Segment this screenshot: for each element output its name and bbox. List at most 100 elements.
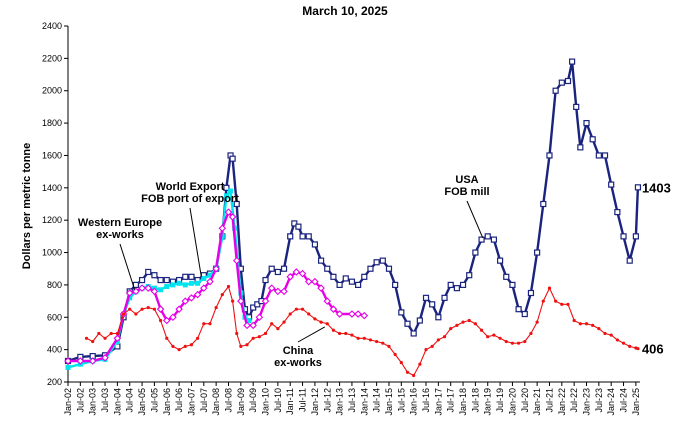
data-point	[615, 338, 619, 342]
data-point	[249, 321, 257, 330]
data-point	[603, 331, 607, 336]
data-point	[546, 152, 553, 159]
data-point	[162, 316, 171, 325]
data-point	[422, 294, 430, 301]
y-tick-label: 1800	[42, 118, 62, 128]
data-point	[288, 312, 292, 316]
data-point	[188, 280, 194, 286]
data-point	[232, 256, 241, 265]
end-label-layer: 1403 406	[642, 180, 671, 356]
data-point	[300, 307, 305, 311]
data-point	[151, 272, 158, 279]
x-tick-label: Jan-22	[557, 388, 567, 416]
data-point	[282, 320, 286, 324]
data-point	[529, 331, 533, 336]
annotation-pointer	[119, 243, 136, 290]
x-tick-label: Jul-16	[421, 388, 431, 413]
data-point	[331, 328, 336, 332]
x-tick-label: Jan-21	[532, 388, 542, 416]
x-tick-label: Jan-09	[236, 388, 246, 416]
data-point	[447, 281, 454, 289]
data-point	[294, 307, 298, 311]
data-point	[144, 284, 153, 292]
data-point	[632, 233, 639, 240]
data-point	[233, 200, 240, 208]
data-point	[196, 336, 200, 340]
data-point	[350, 333, 354, 337]
data-point	[405, 370, 410, 374]
x-tick-label: Jul-08	[223, 388, 233, 413]
data-point	[140, 307, 144, 311]
data-point	[138, 284, 146, 292]
data-point	[392, 281, 399, 289]
data-point	[479, 328, 484, 332]
data-point	[193, 290, 202, 299]
data-point	[398, 309, 405, 316]
data-point	[348, 310, 356, 318]
x-tick-label: Jul-13	[347, 388, 357, 413]
data-point	[145, 268, 152, 276]
x-tick-label: Jan-14	[359, 388, 369, 416]
y-tick-label: 600	[47, 312, 62, 322]
data-point	[317, 257, 325, 264]
data-point	[430, 344, 434, 348]
data-point	[509, 281, 516, 289]
data-point	[461, 320, 465, 324]
chart-title: March 10, 2025	[302, 4, 388, 18]
data-point	[206, 277, 214, 286]
x-tick-label: Jan-08	[211, 388, 221, 416]
data-point	[473, 322, 477, 326]
data-point	[245, 343, 249, 347]
data-point	[429, 301, 436, 308]
data-point	[262, 276, 269, 284]
data-point	[182, 273, 189, 280]
data-point	[510, 341, 515, 345]
y-tick-label: 200	[47, 377, 62, 387]
data-point	[64, 357, 72, 365]
y-tick-label: 2200	[42, 53, 62, 63]
data-point	[84, 336, 89, 340]
data-point	[573, 103, 580, 111]
data-point	[572, 318, 576, 323]
data-point	[150, 287, 159, 296]
data-point	[517, 341, 521, 345]
x-tick-label: Jan-06	[162, 388, 172, 416]
data-point	[436, 338, 440, 342]
data-point	[237, 297, 245, 305]
data-point	[261, 297, 270, 305]
x-tick-label: Jan-05	[137, 388, 147, 416]
data-point	[164, 284, 170, 290]
data-point	[360, 311, 369, 320]
data-point	[355, 281, 362, 289]
data-point	[504, 339, 508, 344]
data-point	[313, 317, 317, 321]
data-point	[127, 295, 133, 301]
data-point	[292, 268, 301, 276]
data-point	[280, 287, 288, 296]
data-point	[393, 352, 397, 357]
data-point	[541, 299, 545, 303]
data-point	[229, 155, 236, 162]
data-point	[158, 318, 163, 323]
data-point	[634, 184, 642, 191]
data-point	[584, 322, 589, 326]
data-point	[560, 302, 564, 306]
data-point	[373, 259, 380, 266]
annotation-text: FOB port of export	[141, 193, 239, 205]
data-point	[552, 87, 559, 94]
data-point	[628, 344, 632, 348]
data-point	[146, 305, 150, 310]
x-tick-label: Jan-13	[335, 388, 345, 416]
data-point	[523, 339, 527, 344]
x-tick-label: Jul-07	[199, 388, 209, 413]
y-tick-label: 400	[47, 345, 62, 355]
data-point	[569, 58, 576, 65]
data-point	[274, 268, 281, 276]
data-point	[251, 336, 255, 340]
data-point	[325, 322, 329, 326]
data-point	[195, 280, 201, 286]
data-point	[449, 327, 453, 331]
annotation-pointer	[466, 200, 484, 239]
y-tick-label: 1000	[42, 248, 62, 258]
data-point	[486, 335, 490, 339]
